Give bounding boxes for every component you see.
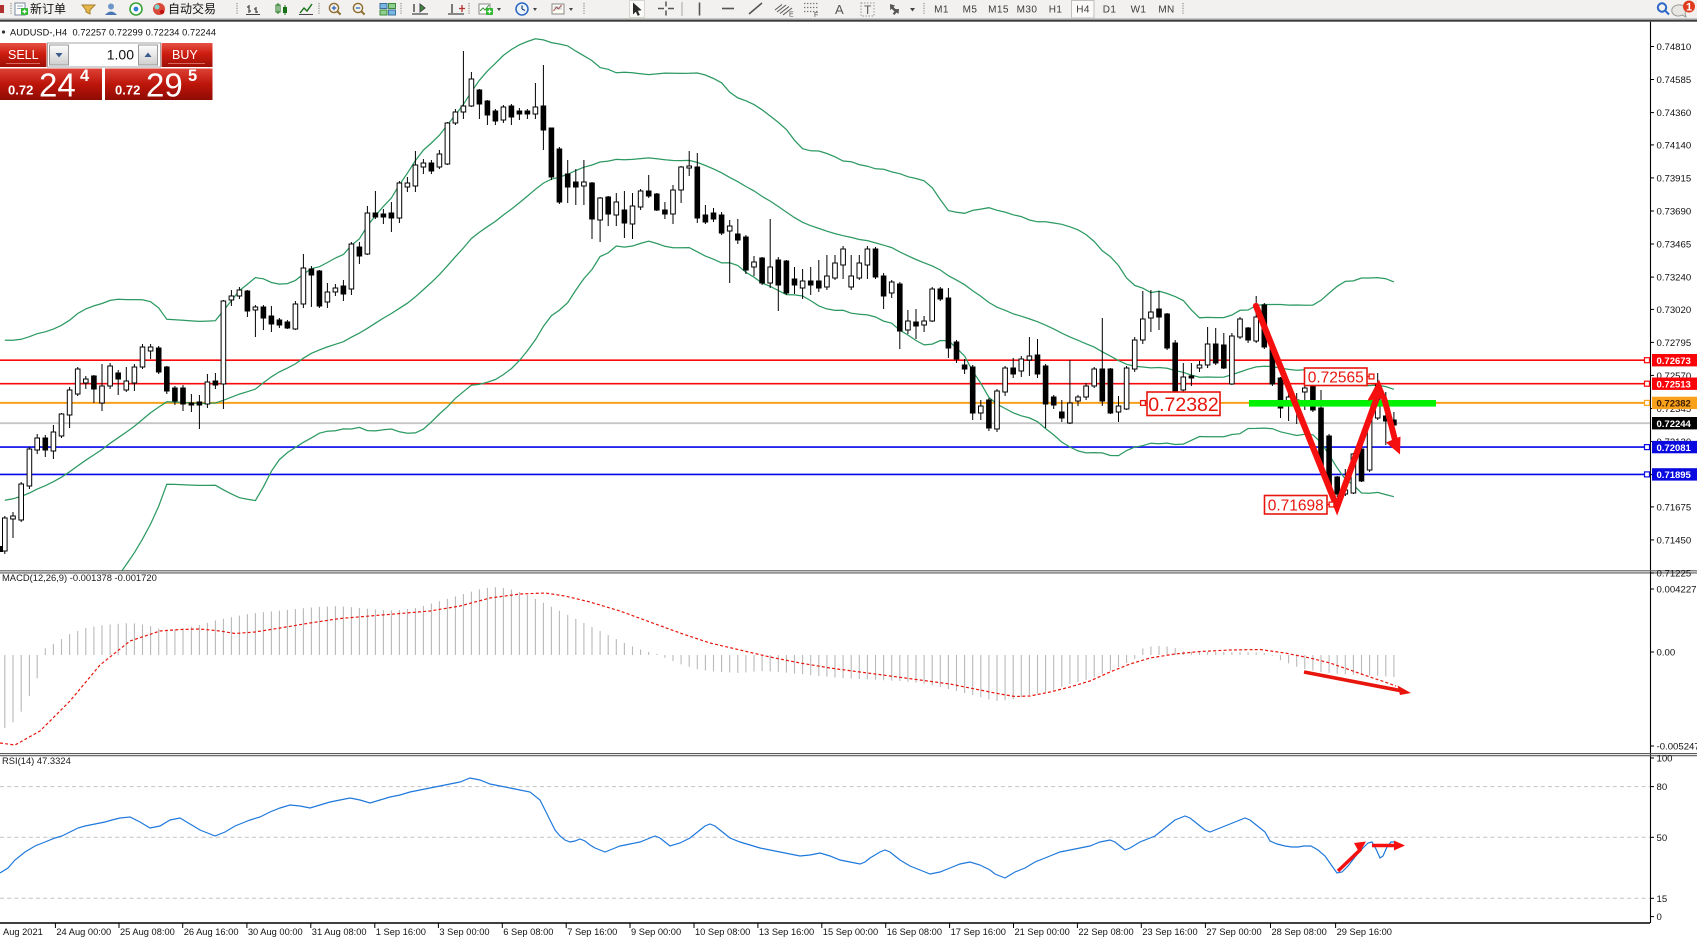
svg-text:0.72: 0.72 xyxy=(115,83,140,98)
svg-text:10 Sep 08:00: 10 Sep 08:00 xyxy=(695,927,750,937)
svg-text:26 Aug 16:00: 26 Aug 16:00 xyxy=(184,927,239,937)
svg-text:0.74360: 0.74360 xyxy=(1657,108,1692,119)
svg-text:25 Aug 08:00: 25 Aug 08:00 xyxy=(120,927,175,937)
svg-text:T: T xyxy=(864,3,872,17)
svg-text:H4: H4 xyxy=(1076,5,1090,16)
svg-text:0.72: 0.72 xyxy=(8,83,33,98)
svg-text:7 Sep 16:00: 7 Sep 16:00 xyxy=(567,927,617,937)
svg-text:3 Sep 00:00: 3 Sep 00:00 xyxy=(439,927,489,937)
svg-text:22 Sep 08:00: 22 Sep 08:00 xyxy=(1078,927,1133,937)
svg-text:50: 50 xyxy=(1657,833,1668,844)
svg-text:A: A xyxy=(835,2,844,17)
svg-text:0.71225: 0.71225 xyxy=(1657,569,1692,580)
svg-text:30 Aug 00:00: 30 Aug 00:00 xyxy=(248,927,303,937)
svg-text:1: 1 xyxy=(1686,2,1692,14)
svg-text:0.72673: 0.72673 xyxy=(1657,356,1691,367)
svg-text:0.73915: 0.73915 xyxy=(1657,174,1692,185)
svg-text:9 Sep 00:00: 9 Sep 00:00 xyxy=(631,927,681,937)
svg-text:E: E xyxy=(789,12,794,19)
svg-text:AUDUSD-,H4 0.72257 0.72299 0.: AUDUSD-,H4 0.72257 0.72299 0.72234 0.722… xyxy=(10,28,216,38)
svg-text:新订单: 新订单 xyxy=(30,1,66,16)
svg-text:1 Sep 16:00: 1 Sep 16:00 xyxy=(376,927,426,937)
svg-text:23 Sep 16:00: 23 Sep 16:00 xyxy=(1142,927,1197,937)
svg-text:0.71895: 0.71895 xyxy=(1657,470,1692,481)
svg-text:0.72382: 0.72382 xyxy=(1148,394,1219,416)
svg-text:21 Sep 00:00: 21 Sep 00:00 xyxy=(1015,927,1070,937)
svg-text:M15: M15 xyxy=(988,5,1009,16)
svg-text:M1: M1 xyxy=(934,5,949,16)
svg-text:0.71675: 0.71675 xyxy=(1657,503,1692,514)
svg-text:29: 29 xyxy=(146,67,183,104)
svg-text:F: F xyxy=(814,12,818,19)
svg-text:Aug 2021: Aug 2021 xyxy=(3,927,43,937)
svg-text:0.74585: 0.74585 xyxy=(1657,75,1692,86)
svg-text:-0.005247: -0.005247 xyxy=(1657,742,1697,753)
svg-text:29 Sep 16:00: 29 Sep 16:00 xyxy=(1337,927,1392,937)
svg-text:28 Sep 08:00: 28 Sep 08:00 xyxy=(1272,927,1327,937)
svg-text:SELL: SELL xyxy=(8,48,39,62)
svg-text:0.71450: 0.71450 xyxy=(1657,536,1692,547)
svg-text:BUY: BUY xyxy=(172,48,198,62)
svg-text:80: 80 xyxy=(1657,782,1668,793)
svg-text:0.73465: 0.73465 xyxy=(1657,240,1692,251)
svg-text:0.00: 0.00 xyxy=(1657,648,1676,659)
svg-text:0.73690: 0.73690 xyxy=(1657,207,1692,218)
svg-text:16 Sep 08:00: 16 Sep 08:00 xyxy=(887,927,942,937)
svg-text:0.72345: 0.72345 xyxy=(1657,404,1692,415)
svg-text:6 Sep 08:00: 6 Sep 08:00 xyxy=(503,927,553,937)
svg-text:0: 0 xyxy=(1657,912,1662,923)
svg-text:0.73020: 0.73020 xyxy=(1657,305,1692,316)
svg-text:0.72513: 0.72513 xyxy=(1657,379,1691,390)
svg-text:0.004227: 0.004227 xyxy=(1657,585,1697,596)
svg-text:1.00: 1.00 xyxy=(107,47,134,63)
svg-text:100: 100 xyxy=(1657,754,1673,765)
svg-text:15 Sep 00:00: 15 Sep 00:00 xyxy=(823,927,878,937)
svg-text:D1: D1 xyxy=(1103,5,1117,16)
svg-text:24: 24 xyxy=(39,67,76,104)
svg-text:MN: MN xyxy=(1158,5,1174,16)
svg-text:H1: H1 xyxy=(1049,5,1063,16)
svg-text:17 Sep 16:00: 17 Sep 16:00 xyxy=(951,927,1006,937)
svg-text:0.73240: 0.73240 xyxy=(1657,273,1692,284)
svg-text:RSI(14) 47.3324: RSI(14) 47.3324 xyxy=(2,755,71,766)
svg-text:M30: M30 xyxy=(1017,5,1038,16)
svg-text:0.74140: 0.74140 xyxy=(1657,141,1692,152)
svg-text:13 Sep 16:00: 13 Sep 16:00 xyxy=(759,927,814,937)
svg-text:自动交易: 自动交易 xyxy=(168,1,216,16)
svg-text:27 Sep 00:00: 27 Sep 00:00 xyxy=(1206,927,1261,937)
svg-text:W1: W1 xyxy=(1131,5,1147,16)
svg-text:24 Aug 00:00: 24 Aug 00:00 xyxy=(56,927,111,937)
svg-text:0.72570: 0.72570 xyxy=(1657,371,1692,382)
svg-text:5: 5 xyxy=(188,67,197,85)
svg-text:0.72382: 0.72382 xyxy=(1657,399,1691,410)
svg-text:0.72081: 0.72081 xyxy=(1657,443,1692,454)
svg-text:31 Aug 08:00: 31 Aug 08:00 xyxy=(312,927,367,937)
svg-text:15: 15 xyxy=(1657,894,1668,905)
svg-text:0.72244: 0.72244 xyxy=(1657,419,1692,430)
svg-text:0.72795: 0.72795 xyxy=(1657,338,1692,349)
svg-text:4: 4 xyxy=(80,67,90,85)
svg-text:MACD(12,26,9) -0.001378 -0.001: MACD(12,26,9) -0.001378 -0.001720 xyxy=(2,572,157,583)
svg-text:0.72565: 0.72565 xyxy=(1308,369,1364,386)
svg-text:M5: M5 xyxy=(963,5,978,16)
svg-text:0.74810: 0.74810 xyxy=(1657,42,1692,53)
svg-text:0.71698: 0.71698 xyxy=(1268,497,1324,514)
